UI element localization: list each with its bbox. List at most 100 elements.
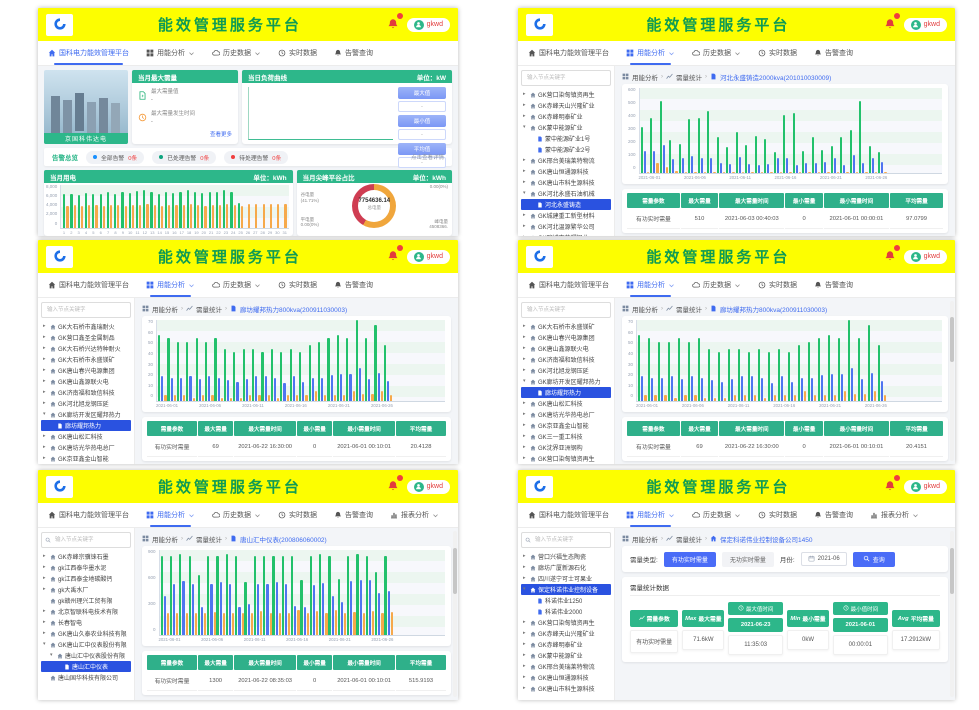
tree-item[interactable]: ▸ GK唐山恒通源科技 <box>521 672 611 683</box>
tree-item[interactable]: ▸ GK营口染甸镇资再生 <box>521 453 611 464</box>
tree-toggle-icon[interactable]: ▸ <box>43 444 46 450</box>
nav-item[interactable]: 实时数据 <box>278 273 317 297</box>
tree-search-box[interactable] <box>521 70 611 86</box>
tree-item[interactable]: ▸ GK大石桥市永盛镁矿 <box>41 354 131 365</box>
breadcrumb-demand[interactable]: 需量统计 <box>676 537 702 544</box>
tree-item[interactable]: ▸ GK河北旭龙钢压延 <box>41 398 131 409</box>
tree-item[interactable]: ▸ GK大石桥市永盛镁矿 <box>521 321 611 332</box>
tree-item[interactable]: ▾ 保定科诺伟业控制设备 <box>521 584 611 595</box>
tree-item[interactable]: ▾ GK廊坊开发区耀邦热力 <box>521 376 611 387</box>
tree-toggle-icon[interactable]: ▸ <box>43 455 46 461</box>
tree-toggle-icon[interactable]: ▸ <box>523 345 526 351</box>
nav-item[interactable]: 历史数据 <box>212 41 261 65</box>
breadcrumb-analysis[interactable]: 用能分析 <box>152 307 178 314</box>
tree-item[interactable]: ▸ GK济南福和致信科技 <box>521 354 611 365</box>
tree-toggle-icon[interactable]: ▸ <box>523 422 526 428</box>
tree-item[interactable]: ▸ GK赤峰天山兴隆矿业 <box>521 100 611 111</box>
tree-item[interactable]: ▸ gk大禹水厂 <box>41 584 131 595</box>
tree-toggle-icon[interactable]: ▸ <box>43 630 46 636</box>
nav-item[interactable]: 报表分析 <box>390 503 439 527</box>
tree-item[interactable]: ▸ GK赤峰天山兴隆矿业 <box>521 628 611 639</box>
min-value-button[interactable]: 最小值 <box>398 115 446 127</box>
nav-item[interactable]: 国科电力能效管理平台 <box>48 503 129 527</box>
max-value-button[interactable]: 最大值 <box>398 87 446 99</box>
tree-search-input[interactable] <box>533 536 607 544</box>
tree-item[interactable]: ▸ GK大石桥市鑫瑞耐火 <box>41 321 131 332</box>
alert-details-link[interactable]: 点击查看详情 <box>410 155 444 161</box>
tree-toggle-icon[interactable]: ▾ <box>523 586 526 592</box>
nav-item[interactable]: 历史数据 <box>212 503 261 527</box>
nav-item[interactable]: 实时数据 <box>758 41 797 65</box>
tree-item[interactable]: ▸ GK河北旭龙钢压延 <box>521 365 611 376</box>
tree-item[interactable]: 蒙中能源矿业1号 <box>521 133 611 144</box>
tree-toggle-icon[interactable]: ▸ <box>523 652 526 658</box>
tree-item[interactable]: ▸ GK河北温源繁华公司 <box>521 221 611 232</box>
user-menu[interactable]: gkwd <box>903 17 947 32</box>
tree-search-input[interactable] <box>53 536 127 544</box>
tree-item[interactable]: 唐山汇中仪表 <box>41 661 131 672</box>
nav-item[interactable]: 告警查询 <box>334 41 373 65</box>
tree-toggle-icon[interactable]: ▾ <box>523 378 526 384</box>
nav-item[interactable]: 国科电力能效管理平台 <box>528 41 609 65</box>
tree-item[interactable]: ▸ GK城建重工新型材料 <box>521 210 611 221</box>
tree-item[interactable]: ▸ GK京亚鑫金山智能 <box>521 420 611 431</box>
breadcrumb-analysis[interactable]: 用能分析 <box>632 307 658 314</box>
tree-item[interactable]: ▸ GK唐山恒通源科技 <box>521 166 611 177</box>
tree-item[interactable]: ▸ GK三一重工科技 <box>521 431 611 442</box>
tree-item[interactable]: ▸ 长春智电 <box>41 617 131 628</box>
tree-toggle-icon[interactable]: ▾ <box>50 652 53 658</box>
tree-toggle-icon[interactable]: ▸ <box>43 619 46 625</box>
nav-item[interactable]: 国科电力能效管理平台 <box>48 273 129 297</box>
nav-item[interactable]: 历史数据 <box>692 41 741 65</box>
tree-item[interactable]: ▸ GK唐山春兴电源集团 <box>521 332 611 343</box>
tree-toggle-icon[interactable]: ▸ <box>523 685 526 691</box>
tree-search-box[interactable] <box>41 302 131 318</box>
user-menu[interactable]: gkwd <box>406 249 450 264</box>
tree-toggle-icon[interactable]: ▸ <box>43 345 46 351</box>
tree-toggle-icon[interactable]: ▸ <box>523 630 526 636</box>
tree-toggle-icon[interactable]: ▸ <box>523 444 526 450</box>
view-more-link[interactable]: 查看更多 <box>209 132 232 138</box>
nav-item[interactable]: 历史数据 <box>692 503 741 527</box>
tree-toggle-icon[interactable]: ▸ <box>523 575 526 581</box>
month-picker[interactable]: 2021-06 <box>800 552 847 566</box>
breadcrumb-analysis[interactable]: 用能分析 <box>632 75 658 82</box>
scrollbar[interactable] <box>950 531 954 697</box>
scrollbar[interactable] <box>950 301 954 461</box>
scrollbar[interactable] <box>453 531 457 697</box>
nav-item[interactable]: 告警查询 <box>814 273 853 297</box>
notifications-bell-icon[interactable] <box>884 244 900 266</box>
tree-toggle-icon[interactable]: ▸ <box>43 608 46 614</box>
tree-toggle-icon[interactable]: ▸ <box>523 323 526 329</box>
tree-toggle-icon[interactable]: ▸ <box>523 674 526 680</box>
handled-alerts-pill[interactable]: 已处理告警 0条 <box>152 150 217 164</box>
tree-item[interactable]: ▾ 唐山汇中仪表股份有限 <box>41 650 131 661</box>
tree-item[interactable]: ▸ 廊坊广厦新源石化 <box>521 562 611 573</box>
tree-toggle-icon[interactable]: ▸ <box>523 157 526 163</box>
tree-search-box[interactable] <box>521 532 611 548</box>
notifications-bell-icon[interactable] <box>387 12 403 34</box>
tree-item[interactable]: ▸ GK济南福和致信科技 <box>41 387 131 398</box>
tree-item[interactable]: ▸ 北京智联科电技术有限 <box>41 606 131 617</box>
tree-toggle-icon[interactable]: ▸ <box>523 663 526 669</box>
nav-item[interactable]: 告警查询 <box>814 503 853 527</box>
tree-toggle-icon[interactable]: ▸ <box>43 356 46 362</box>
breadcrumb-demand[interactable]: 需量统计 <box>196 537 222 544</box>
tree-item[interactable]: ▸ GK唐山久泰农业科技有限 <box>41 628 131 639</box>
tree-item[interactable]: ▸ GK唐山市科生源科技 <box>521 683 611 694</box>
nav-item[interactable]: 用能分析 <box>626 503 675 527</box>
tree-item[interactable]: ▸ 四川遂宁可士可果业 <box>521 573 611 584</box>
tree-toggle-icon[interactable]: ▸ <box>523 113 526 119</box>
nav-item[interactable]: 告警查询 <box>334 503 373 527</box>
tree-toggle-icon[interactable]: ▸ <box>43 367 46 373</box>
tree-toggle-icon[interactable]: ▸ <box>43 586 46 592</box>
tree-item[interactable]: 河北永盛铸造 <box>521 199 611 210</box>
tree-toggle-icon[interactable]: ▾ <box>523 124 526 130</box>
tree-item[interactable]: ▸ GK蒙中能源矿业 <box>521 650 611 661</box>
tree-toggle-icon[interactable]: ▸ <box>43 378 46 384</box>
nav-item[interactable]: 实时数据 <box>278 41 317 65</box>
nav-item[interactable]: 历史数据 <box>212 273 261 297</box>
tree-item[interactable]: ▾ GK唐山汇中仪表股份有限 <box>41 639 131 650</box>
tree-item[interactable]: ▸ 营口兴福生态陶瓷 <box>521 551 611 562</box>
tree-item[interactable]: ▸ GK唐山鑫源联火电 <box>521 343 611 354</box>
